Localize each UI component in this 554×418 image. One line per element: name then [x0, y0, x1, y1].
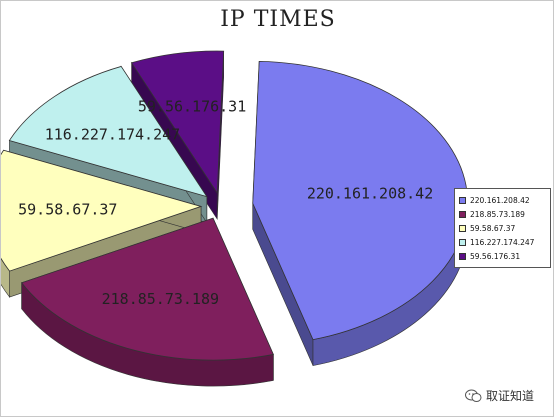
- legend-swatch-3: [459, 224, 466, 232]
- chart-legend: 220.161.208.42 218.85.73.189 59.58.67.37 11…: [454, 188, 551, 268]
- pie-slice-side-3: [1, 257, 10, 298]
- legend-item-1: 220.161.208.42: [459, 193, 548, 207]
- pie-labels: 220.161.208.42 218.85.73.189 59.58.67.37 11…: [18, 98, 433, 308]
- legend-item-4: 116.227.174.247: [459, 235, 548, 249]
- wechat-icon: [465, 389, 482, 402]
- legend-swatch-2: [459, 210, 466, 218]
- chart-title: IP TIMES: [220, 7, 336, 32]
- pie-slice-label-4: 116.227.174.247: [45, 126, 180, 144]
- pie-slice-label-1: 220.161.208.42: [307, 184, 433, 202]
- pie-slice-label-3: 59.58.67.37: [18, 200, 117, 218]
- legend-label-3: 59.58.67.37: [470, 223, 516, 233]
- pie-slice-2: [20, 217, 274, 361]
- pie-slice-5: [130, 50, 225, 195]
- pie-slice-label-5: 59.56.176.31: [138, 98, 246, 116]
- pie-slice-1: [252, 60, 469, 341]
- watermark: 取证知道: [465, 387, 534, 404]
- pie-tops: [1, 50, 469, 361]
- pie-slice-label-2: 218.85.73.189: [102, 290, 219, 308]
- legend-label-2: 218.85.73.189: [470, 209, 525, 219]
- legend-item-3: 59.58.67.37: [459, 221, 548, 235]
- legend-swatch-1: [459, 196, 466, 204]
- legend-swatch-5: [459, 252, 466, 260]
- legend-item-2: 218.85.73.189: [459, 207, 548, 221]
- legend-item-5: 59.56.176.31: [459, 249, 548, 263]
- watermark-text: 取证知道: [486, 389, 535, 403]
- legend-label-4: 116.227.174.247: [470, 237, 535, 247]
- legend-label-5: 59.56.176.31: [470, 251, 521, 261]
- legend-label-1: 220.161.208.42: [470, 195, 530, 205]
- pie-slice-4: [8, 65, 208, 198]
- legend-swatch-4: [459, 238, 466, 246]
- pie-slice-3: [1, 149, 203, 272]
